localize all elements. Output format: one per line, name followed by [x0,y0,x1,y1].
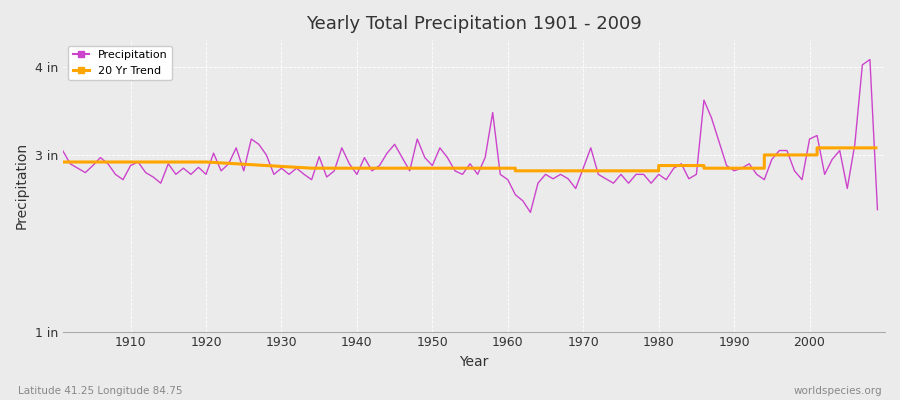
Legend: Precipitation, 20 Yr Trend: Precipitation, 20 Yr Trend [68,46,173,80]
Title: Yearly Total Precipitation 1901 - 2009: Yearly Total Precipitation 1901 - 2009 [306,15,642,33]
X-axis label: Year: Year [459,355,489,369]
Y-axis label: Precipitation: Precipitation [15,142,29,230]
Text: worldspecies.org: worldspecies.org [794,386,882,396]
Text: Latitude 41.25 Longitude 84.75: Latitude 41.25 Longitude 84.75 [18,386,183,396]
